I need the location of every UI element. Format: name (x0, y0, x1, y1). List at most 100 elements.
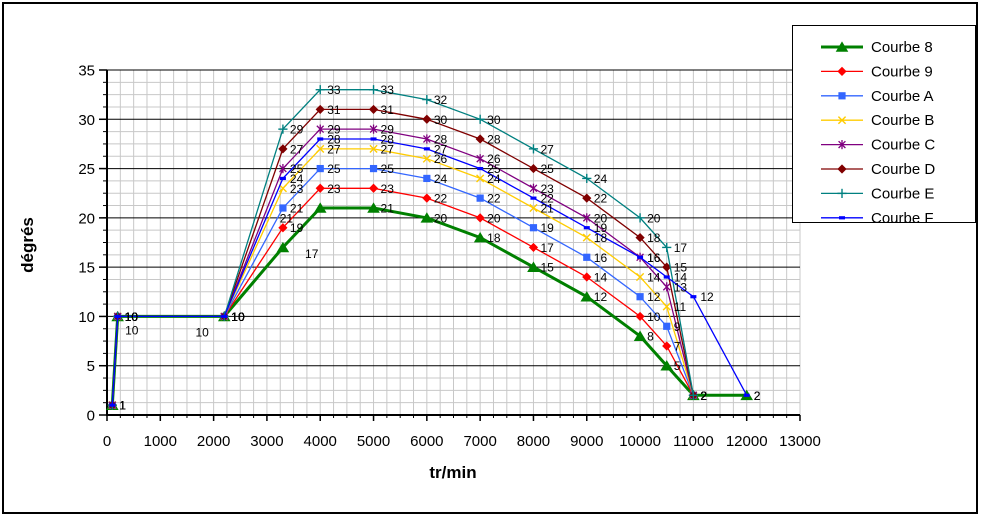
point-label: 18 (594, 231, 608, 245)
point-label: 25 (290, 162, 304, 176)
legend-label: Courbe E (871, 185, 934, 202)
diamond-marker (582, 193, 592, 203)
dash-marker (221, 314, 228, 319)
point-label: 21 (381, 202, 395, 216)
point-label: 10 (231, 310, 245, 324)
diamond-marker (837, 66, 847, 76)
legend-label: Courbe C (871, 137, 935, 154)
point-label: 26 (434, 152, 448, 166)
point-label: 24 (434, 172, 448, 186)
diamond-marker (528, 242, 539, 253)
diamond-marker (635, 311, 645, 322)
point-label: 28 (381, 133, 395, 147)
point-label: 33 (381, 83, 395, 97)
point-label: 18 (647, 231, 661, 245)
legend-item-courbe-d: Courbe D (821, 161, 935, 178)
point-label: 2 (700, 389, 707, 403)
point-label: 23 (540, 182, 554, 196)
point-label: 10 (231, 310, 245, 324)
point-label: 1 (119, 399, 126, 413)
diamond-marker (368, 104, 379, 115)
square-marker (476, 194, 484, 202)
diamond-marker (368, 183, 379, 193)
diamond-marker (837, 164, 847, 174)
point-label: 14 (594, 271, 608, 285)
point-label: 25 (381, 162, 395, 176)
square-marker (583, 253, 591, 261)
dash-marker (743, 393, 750, 397)
square-marker (663, 322, 671, 330)
point-label: 20 (434, 211, 448, 225)
point-label: 21 (290, 202, 304, 216)
point-label: 17 (305, 247, 319, 261)
point-label: 20 (647, 211, 661, 225)
legend-item-courbe-8: Courbe 8 (821, 39, 933, 56)
dash-marker (109, 403, 116, 407)
square-marker (838, 92, 846, 100)
y-tick-label: 5 (87, 358, 95, 375)
diamond-marker (662, 262, 672, 272)
diamond-marker (475, 213, 485, 223)
x-tick-label: 12000 (726, 433, 768, 450)
diamond-marker (635, 232, 645, 243)
square-marker (529, 224, 538, 232)
triangle-marker (276, 241, 290, 253)
x-marker (529, 203, 538, 213)
diamond-marker (422, 114, 432, 124)
point-label: 9 (674, 320, 681, 334)
diamond-marker (582, 272, 592, 282)
x-tick-label: 1000 (144, 433, 177, 450)
data-series (106, 85, 753, 410)
legend: Courbe 8 Courbe 9 Courbe A Courbe B Courbe C… (792, 25, 976, 227)
y-tick-label: 30 (78, 112, 95, 129)
point-label: 15 (674, 261, 688, 275)
point-label: 8 (647, 330, 654, 344)
y-tick-label: 20 (78, 210, 95, 227)
point-label: 10 (231, 310, 245, 324)
legend-label: Courbe A (871, 88, 934, 105)
dash-marker (370, 137, 377, 141)
point-label: 10 (231, 310, 245, 324)
point-label: 10 (195, 326, 209, 340)
diamond-marker (278, 144, 288, 154)
triangle-marker (367, 202, 380, 213)
square-marker (369, 164, 378, 173)
point-label: 31 (381, 103, 395, 117)
point-label: 5 (674, 359, 681, 373)
point-label: 20 (487, 211, 501, 225)
x-tick-label: 5000 (357, 433, 390, 450)
point-label: 24 (290, 172, 304, 186)
point-label: 1 (119, 399, 126, 413)
triangle-marker (473, 231, 487, 243)
x-marker (278, 184, 288, 193)
square-marker (279, 204, 287, 212)
point-label: 10 (125, 324, 139, 338)
x-axis-title: tr/min (429, 463, 476, 482)
x-tick-label: 10000 (619, 433, 661, 450)
point-label: 16 (647, 251, 661, 265)
square-marker (636, 293, 644, 301)
point-label: 10 (125, 310, 139, 324)
point-label: 11 (674, 300, 687, 314)
point-label: 16 (647, 251, 661, 265)
dash-marker (637, 255, 644, 259)
point-label: 10 (231, 310, 245, 324)
x-marker (662, 302, 671, 311)
y-tick-label: 35 (78, 63, 95, 80)
legend-item-courbe-9: Courbe 9 (821, 63, 933, 80)
point-label: 1 (119, 399, 126, 413)
point-label: 1 (119, 399, 126, 413)
point-label: 2 (700, 389, 707, 403)
point-label: 10 (231, 310, 245, 324)
point-label: 26 (487, 152, 501, 166)
x-tick-label: 11000 (673, 433, 714, 450)
x-marker (422, 154, 431, 163)
point-label: 21 (540, 202, 554, 216)
point-label: 1 (119, 399, 126, 413)
point-label: 19 (594, 221, 608, 235)
point-label: 24 (594, 172, 608, 186)
x-marker (635, 272, 645, 282)
point-label: 10 (231, 310, 245, 324)
